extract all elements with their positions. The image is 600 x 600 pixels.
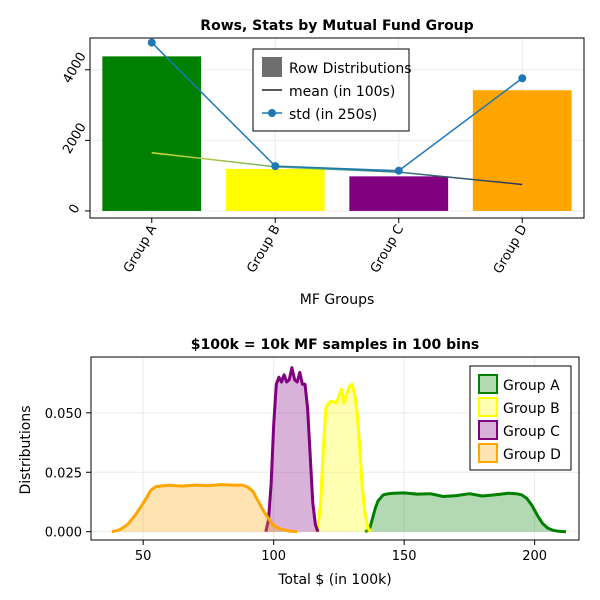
chart-2-areas [111, 366, 567, 534]
c2-ytick-label-1: 0.025 [45, 466, 82, 481]
c1-ytick-label-1: 2000 [60, 121, 90, 157]
legend-std-label: std (in 250s) [289, 107, 377, 123]
std-line [151, 42, 523, 172]
density-fill-group-c [265, 367, 318, 532]
c1-xtick-label-group-d: Group D [491, 223, 531, 277]
density-fill-group-a [365, 492, 566, 532]
std-point-group-a [147, 38, 156, 47]
density-line-group-a [364, 491, 567, 534]
c1-ytick-label-2: 4000 [60, 50, 90, 86]
chart-1: Rows, Stats by Mutual Fund Group 0 2000 40… [60, 18, 585, 308]
legend-group-a-label: Group A [503, 378, 560, 394]
legend-group-b-label: Group B [503, 401, 560, 417]
legend-std-marker [268, 109, 276, 117]
chart-1-legend: Row Distributions mean (in 100s) std (in… [252, 48, 412, 132]
c2-xtick-label-3: 200 [522, 549, 547, 564]
chart-1-xlabel: MF Groups [300, 292, 375, 308]
legend-row-distributions-swatch [262, 57, 282, 77]
legend-group-d-swatch [478, 443, 498, 463]
legend-mean-label: mean (in 100s) [289, 84, 395, 100]
bar-group-c [349, 176, 449, 211]
bar-group-b [225, 168, 325, 211]
std-point-group-c [394, 166, 403, 175]
c1-xtick-label-group-c: Group C [368, 223, 407, 276]
chart-2-title: $100k = 10k MF samples in 100 bins [191, 337, 480, 353]
c2-ytick-label-2: 0.050 [45, 407, 82, 422]
c1-xtick-label-group-b: Group B [244, 223, 283, 276]
chart-2: $100k = 10k MF samples in 100 bins 50 100… [18, 337, 580, 588]
std-point-group-d [518, 74, 527, 83]
c1-xtick-label-group-a: Group A [121, 222, 160, 275]
density-fill-group-d [111, 484, 298, 532]
bar-group-d [472, 90, 572, 211]
std-point-group-b [271, 162, 280, 171]
c2-ytick-label-0: 0.000 [45, 526, 82, 541]
c2-xtick-label-1: 100 [261, 549, 286, 564]
legend-group-c-label: Group C [503, 424, 560, 440]
chart-2-legend-box [469, 365, 572, 471]
chart-2-ticks: 50 100 150 200 0.000 0.025 0.050 [45, 407, 547, 564]
chart-1-plot-frame [89, 37, 585, 219]
legend-group-b-swatch [478, 397, 498, 417]
c2-xtick-label-0: 50 [135, 549, 152, 564]
legend-group-d-label: Group D [503, 447, 561, 463]
chart-1-title: Rows, Stats by Mutual Fund Group [200, 18, 473, 34]
mean-line [151, 151, 523, 186]
chart-2-legend: Group A Group B Group C Group D [469, 365, 572, 471]
chart-2-xlabel: Total $ (in 100k) [277, 572, 391, 588]
chart-2-ylabel: Distributions [18, 406, 34, 495]
legend-row-distributions-label: Row Distributions [289, 61, 412, 77]
c2-xtick-label-2: 150 [392, 549, 417, 564]
bar-group-a [102, 56, 202, 211]
legend-group-c-swatch [478, 420, 498, 440]
chart-2-legend-items: Group A Group B Group C Group D [478, 374, 561, 463]
chart-1-bars [102, 56, 572, 211]
density-line-group-c [264, 366, 320, 533]
density-line-group-b [314, 382, 372, 533]
legend-group-a-swatch [478, 374, 498, 394]
chart-1-lines [147, 38, 527, 186]
chart-2-plot-frame [90, 356, 580, 541]
density-line-group-d [111, 483, 298, 534]
c1-ytick-label-0: 0 [66, 202, 83, 217]
